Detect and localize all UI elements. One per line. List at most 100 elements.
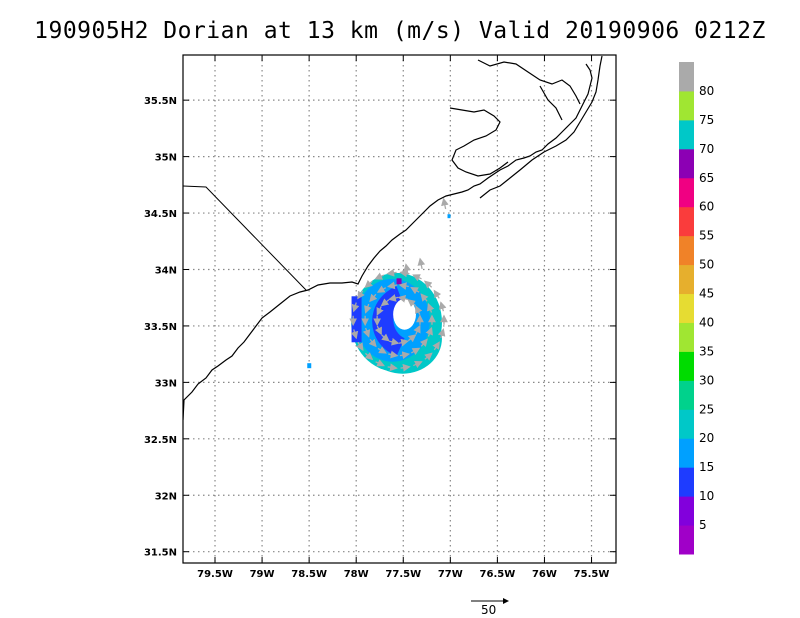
- wind-arrow: [419, 338, 428, 347]
- wind-arrow: [388, 350, 399, 359]
- wind-arrow: [411, 347, 421, 356]
- wind-arrow: [380, 298, 390, 307]
- lon-label: 76.5W: [480, 569, 516, 580]
- wind-arrow: [441, 197, 449, 210]
- wind-arrow: [389, 337, 400, 346]
- colorbar-label: 50: [699, 258, 714, 272]
- wind-arrow: [399, 351, 411, 360]
- colorbar-label: 80: [699, 84, 714, 98]
- inlet: [539, 85, 563, 121]
- colorbar-label: 55: [699, 229, 714, 243]
- wind-arrow: [387, 363, 398, 372]
- colorbar-segment: [679, 119, 694, 150]
- wind-arrow: [407, 299, 416, 308]
- lat-label: 35.5N: [144, 96, 177, 107]
- wind-arrow: [350, 329, 359, 340]
- colorbar-segment: [679, 148, 694, 179]
- wind-arrow: [374, 272, 385, 280]
- colorbar-segment: [679, 409, 694, 439]
- colorbar-label: 20: [699, 431, 714, 445]
- lat-label: 32.5N: [144, 435, 177, 446]
- colorbar-label: 10: [699, 489, 714, 503]
- wind-field: [307, 197, 451, 374]
- wind-arrow: [377, 346, 387, 354]
- wind-arrow: [397, 295, 408, 303]
- wind-arrow: [376, 285, 387, 293]
- colorbar: 5 10 15 20 25 30 35 40 45 50 55 60 65 70 75 80: [679, 62, 714, 555]
- wind-arrow: [423, 280, 433, 289]
- colorbar-segment: [679, 235, 694, 266]
- colorbar-label: 30: [699, 373, 714, 387]
- colorbar-segment: [679, 467, 694, 497]
- wind-arrow: [369, 293, 378, 303]
- colorbar-label: 75: [699, 113, 714, 127]
- lat-label: 31.5N: [144, 548, 177, 559]
- wind-arrow: [376, 306, 384, 316]
- reference-vector-label: 50: [481, 603, 496, 617]
- wind-arrow: [374, 325, 382, 336]
- map-title: 190905H2 Dorian at 13 km (m/s) Valid 201…: [34, 18, 766, 44]
- colorbar-label: 70: [699, 142, 714, 156]
- pamlico-sound-shore: [449, 107, 509, 177]
- wind-arrow: [424, 352, 433, 361]
- wind-arrow: [364, 303, 372, 314]
- colorbar-segment: [679, 496, 694, 526]
- wind-arrow: [413, 324, 421, 335]
- outer-banks: [479, 55, 603, 199]
- colorbar-segment: [679, 380, 694, 410]
- wind-arrow: [412, 274, 422, 282]
- wind-arrow: [357, 290, 365, 300]
- colorbar-label: 25: [699, 402, 714, 416]
- wind-arrow: [355, 341, 364, 351]
- state-border: [183, 185, 307, 291]
- reference-vector: 50: [471, 598, 509, 617]
- colorbar-label: 15: [699, 460, 714, 474]
- wind-arrow: [375, 359, 385, 367]
- lon-label: 75.5W: [574, 569, 610, 580]
- lon-label: 76W: [532, 569, 557, 580]
- wind-arrow: [351, 302, 360, 313]
- colorbar-segment: [679, 293, 694, 323]
- wind-arrow: [387, 281, 398, 290]
- wind-core-patch: [396, 278, 402, 285]
- lat-label: 35N: [155, 153, 177, 164]
- wind-arrow: [400, 363, 411, 372]
- wind-arrow: [403, 263, 412, 275]
- wind-arrow: [398, 338, 409, 347]
- lon-label: 78W: [344, 569, 369, 580]
- colorbar-segment: [679, 525, 694, 555]
- wind-arrow: [386, 268, 397, 277]
- wind-arrow: [432, 341, 440, 351]
- lat-label: 32N: [155, 491, 177, 502]
- colorbar-label: 35: [699, 344, 714, 358]
- wind-arrow: [364, 279, 373, 289]
- wind-arrow: [362, 327, 371, 338]
- colorbar-label: 40: [699, 315, 714, 329]
- wind-arrow: [417, 257, 426, 269]
- wind-arrow: [433, 289, 442, 299]
- wind-arrow: [364, 352, 374, 361]
- lon-label: 79W: [250, 569, 275, 580]
- wind-arrow: [438, 301, 447, 312]
- wind-arrow: [381, 333, 390, 342]
- axis-ticks: [183, 55, 616, 563]
- latitude-labels: 35.5N 35N 34.5N 34N 33.5N 33N 32.5N 32N 31.5N: [144, 96, 177, 559]
- lat-label: 34N: [155, 265, 177, 276]
- colorbar-segment: [679, 438, 694, 468]
- lat-label: 33N: [155, 378, 177, 389]
- wind-arrow: [437, 328, 446, 339]
- longitude-labels: 79.5W 79W 78.5W 78W 77.5W 77W 76.5W 76W 75.5W: [197, 569, 609, 580]
- colorbar-label: 5: [699, 518, 707, 532]
- lat-label: 34.5N: [144, 209, 177, 220]
- colorbar-segment: [679, 90, 694, 121]
- wind-arrow: [410, 287, 420, 295]
- wind-isolated-pixel: [307, 363, 312, 369]
- colorbar-label: 60: [699, 200, 714, 214]
- carolina-coast: [183, 63, 593, 421]
- colorbar-segment: [679, 264, 694, 295]
- lon-label: 78.5W: [291, 569, 327, 580]
- colorbar-label: 65: [699, 171, 714, 185]
- coastline: [183, 55, 603, 421]
- wind-arrow: [420, 293, 429, 302]
